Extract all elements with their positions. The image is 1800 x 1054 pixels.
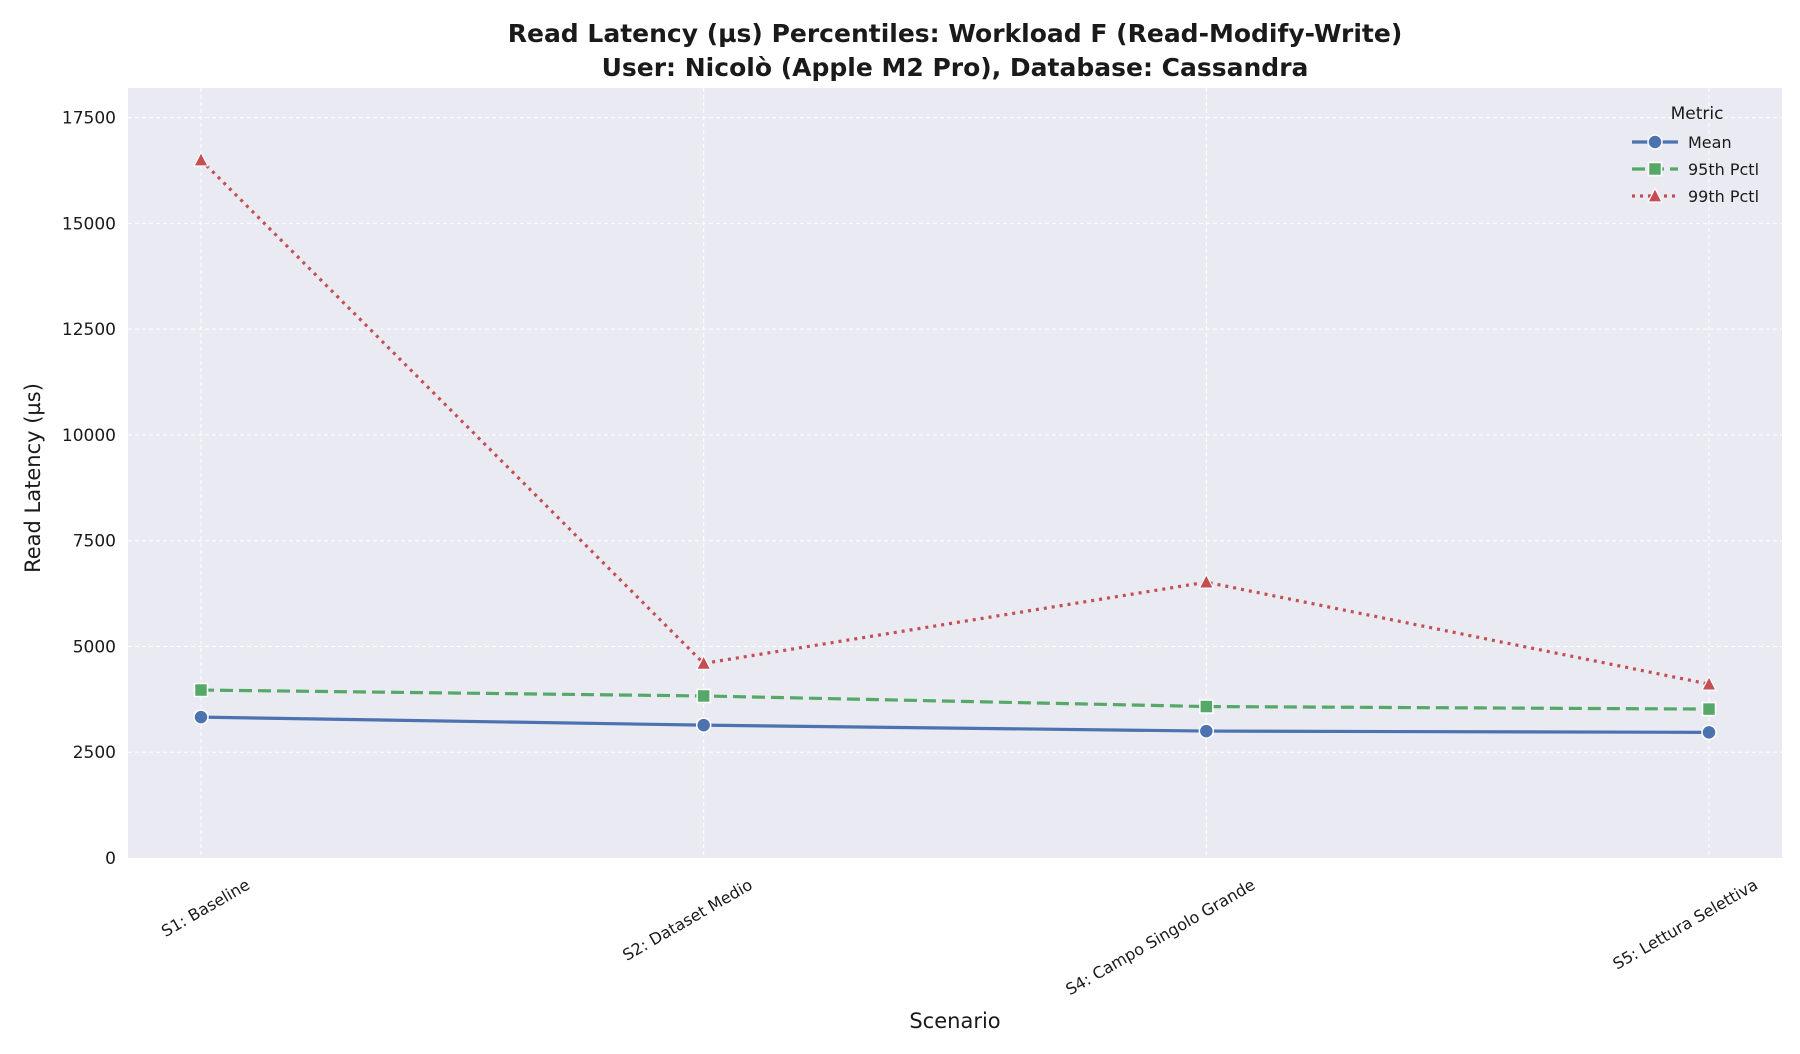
series-95th-pctl: [193, 682, 1717, 717]
data-point-99th-pctl: [695, 654, 712, 670]
legend-item-mean: Mean: [1632, 133, 1732, 152]
x-tick-label: S2: Dataset Medio: [619, 875, 755, 965]
legend: Metric Mean 95th Pctl 99th Pctl: [1632, 104, 1759, 206]
legend-marker-mean: [1647, 134, 1663, 150]
data-point-mean: [1198, 723, 1215, 739]
series-99th-pctl: [193, 151, 1717, 691]
y-tick-label: 15000: [62, 214, 116, 234]
data-point-95th-pctl: [193, 682, 209, 698]
data-point-mean: [695, 717, 712, 733]
chart-subtitle: User: Nicolò (Apple M2 Pro), Database: C…: [602, 53, 1309, 82]
data-point-99th-pctl: [1701, 675, 1717, 691]
data-point-95th-pctl: [696, 688, 711, 704]
y-tick-label: 7500: [73, 532, 116, 552]
chart-title: Read Latency (µs) Percentiles: Workload …: [508, 19, 1403, 48]
data-point-95th-pctl: [1701, 701, 1717, 717]
legend-title: Metric: [1671, 104, 1724, 124]
data-point-mean: [1701, 724, 1717, 741]
y-tick-label: 10000: [62, 426, 116, 446]
x-tick-label: S4: Campo Singolo Grande: [1062, 875, 1258, 999]
legend-label-95th-pctl: 95th Pctl: [1688, 160, 1759, 179]
data-point-99th-pctl: [1198, 573, 1215, 589]
legend-item-95th-pctl: 95th Pctl: [1632, 160, 1759, 179]
series-line-95th-pctl: [200, 688, 1710, 711]
x-axis-label: Scenario: [909, 1009, 1000, 1033]
legend-marker-99th-pctl: [1647, 187, 1663, 203]
legend-label-99th-pctl: 99th Pctl: [1688, 187, 1759, 206]
x-tick-label: S5: Lettura Selettiva: [1609, 875, 1761, 973]
x-tick-label: S1: Baseline: [158, 875, 253, 941]
data-point-mean: [193, 709, 209, 725]
legend-item-99th-pctl: 99th Pctl: [1632, 187, 1759, 206]
data-point-95th-pctl: [1199, 699, 1214, 714]
y-axis-label: Read Latency (µs): [21, 383, 45, 573]
legend-label-mean: Mean: [1688, 133, 1732, 152]
y-tick-label: 17500: [62, 109, 116, 129]
data-point-99th-pctl: [193, 151, 209, 167]
y-tick-label: 5000: [73, 637, 116, 657]
series-line-mean: [200, 715, 1710, 734]
legend-marker-95th-pctl: [1647, 161, 1663, 177]
plot-background: [128, 88, 1782, 858]
y-tick-label: 12500: [62, 320, 116, 340]
plot-area: 0 2500 5000 7500 10000 12500 15000 17500 S1: Bas…: [62, 88, 1782, 999]
series-mean: [193, 709, 1717, 741]
y-tick-label: 0: [105, 849, 116, 869]
y-tick-label: 2500: [73, 743, 116, 763]
